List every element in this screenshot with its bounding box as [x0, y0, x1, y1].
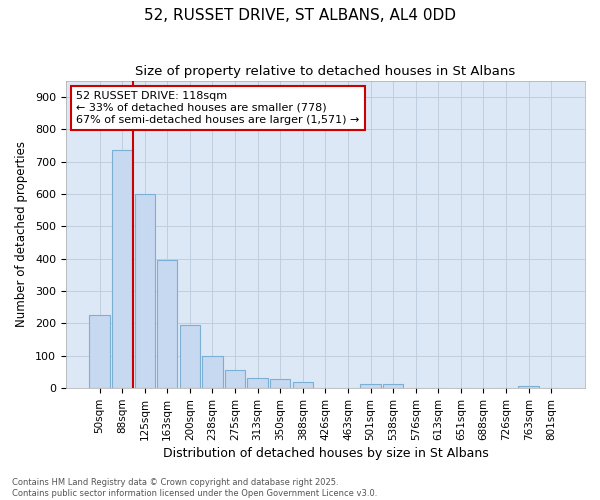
Bar — [518, 386, 539, 388]
Bar — [157, 260, 178, 388]
Bar — [180, 325, 200, 388]
Bar — [383, 384, 403, 388]
Bar — [202, 356, 223, 388]
Bar — [225, 370, 245, 388]
Text: Contains HM Land Registry data © Crown copyright and database right 2025.
Contai: Contains HM Land Registry data © Crown c… — [12, 478, 377, 498]
Y-axis label: Number of detached properties: Number of detached properties — [15, 142, 28, 328]
Text: 52, RUSSET DRIVE, ST ALBANS, AL4 0DD: 52, RUSSET DRIVE, ST ALBANS, AL4 0DD — [144, 8, 456, 22]
Text: 52 RUSSET DRIVE: 118sqm
← 33% of detached houses are smaller (778)
67% of semi-d: 52 RUSSET DRIVE: 118sqm ← 33% of detache… — [76, 92, 359, 124]
Bar — [293, 382, 313, 388]
Bar — [247, 378, 268, 388]
Bar — [270, 380, 290, 388]
Bar — [361, 384, 381, 388]
Bar — [89, 316, 110, 388]
Bar — [134, 194, 155, 388]
Title: Size of property relative to detached houses in St Albans: Size of property relative to detached ho… — [135, 65, 515, 78]
X-axis label: Distribution of detached houses by size in St Albans: Distribution of detached houses by size … — [163, 447, 488, 460]
Bar — [112, 150, 133, 388]
